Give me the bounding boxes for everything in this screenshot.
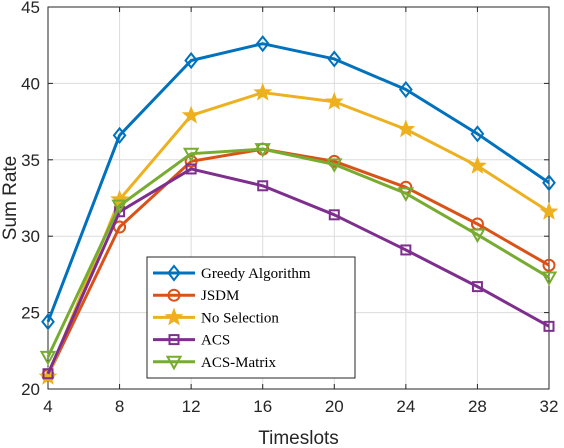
data-point-marker [257, 180, 269, 192]
y-axis-label: Sum Rate [0, 156, 21, 240]
data-point-marker [400, 244, 412, 256]
data-point-marker [254, 143, 271, 158]
data-point-marker [182, 147, 200, 163]
legend: Greedy Algorithm JSDM No Selection ACS ACS-M… [146, 256, 356, 379]
data-point-marker [42, 368, 54, 380]
data-point-marker [469, 228, 486, 244]
series-group [38, 35, 559, 385]
x-tick-label: 24 [396, 397, 415, 416]
series-acs-matrix [39, 143, 558, 366]
series-acs [42, 163, 555, 380]
x-axis-label: Timeslots [258, 428, 339, 448]
data-point-marker [110, 189, 130, 208]
series-line [46, 167, 550, 375]
data-point-marker [185, 163, 197, 175]
series-no-selection [38, 82, 559, 385]
legend-label: JSDM [201, 288, 239, 304]
legend-entry: No Selection [153, 307, 279, 326]
data-point-marker [111, 199, 128, 215]
data-point-marker [327, 50, 342, 68]
data-point-marker [184, 51, 199, 70]
data-point-marker [181, 105, 201, 124]
x-tick-label: 8 [115, 397, 124, 416]
x-tick-label: 28 [468, 397, 487, 416]
legend-marker-sample [167, 288, 181, 302]
data-point-marker [255, 35, 270, 53]
legend-label: ACS [201, 333, 230, 349]
data-point-marker [470, 125, 485, 143]
series-line [46, 91, 550, 378]
data-point-marker [39, 350, 57, 366]
data-point-marker [540, 271, 558, 286]
data-point-marker [324, 91, 344, 110]
data-point-marker [543, 320, 555, 332]
series-line [46, 147, 550, 358]
data-point-marker [328, 209, 340, 221]
x-tick-label: 32 [540, 397, 559, 416]
legend-marker-sample [167, 264, 181, 282]
legend-label: ACS-Matrix [201, 355, 277, 371]
x-tick-label: 20 [325, 397, 344, 416]
legend-entry: ACS-Matrix [153, 355, 277, 371]
legend-marker-sample [168, 334, 180, 346]
data-point-marker [539, 201, 559, 220]
data-point-marker [467, 155, 487, 174]
series-greedy-algorithm [41, 35, 556, 331]
y-tick-label: 25 [21, 304, 40, 323]
y-tick-label: 45 [21, 0, 40, 17]
legend-marker-sample [165, 355, 183, 371]
legend-entry: ACS [153, 333, 230, 349]
plot-area-frame [47, 6, 550, 390]
data-point-marker [253, 82, 273, 101]
data-point-marker [471, 281, 483, 293]
legend-label: Greedy Algorithm [201, 266, 311, 282]
legend-entry: JSDM [153, 288, 239, 304]
data-point-marker [326, 158, 343, 173]
x-tick-label: 12 [182, 397, 201, 416]
data-point-marker [112, 126, 127, 144]
data-point-marker [41, 313, 55, 331]
data-point-marker [396, 119, 416, 138]
y-tick-label: 40 [21, 74, 40, 93]
legend-label: No Selection [201, 310, 279, 326]
axis-ticks: 4 8 12 16 20 24 28 32 20 25 30 35 40 45 [21, 0, 558, 416]
x-tick-label: 16 [253, 397, 272, 416]
y-tick-label: 35 [21, 151, 40, 170]
y-tick-label: 30 [21, 227, 40, 246]
data-point-marker [38, 366, 58, 385]
data-point-marker [542, 258, 556, 272]
series-line [46, 42, 550, 323]
x-tick-label: 4 [43, 397, 52, 416]
data-point-marker [542, 174, 556, 192]
data-point-marker [184, 154, 198, 168]
y-tick-label: 20 [21, 380, 40, 399]
data-point-marker [398, 80, 413, 99]
data-point-marker [397, 187, 415, 202]
legend-entry: Greedy Algorithm [153, 264, 311, 282]
legend-marker-sample [164, 307, 184, 326]
